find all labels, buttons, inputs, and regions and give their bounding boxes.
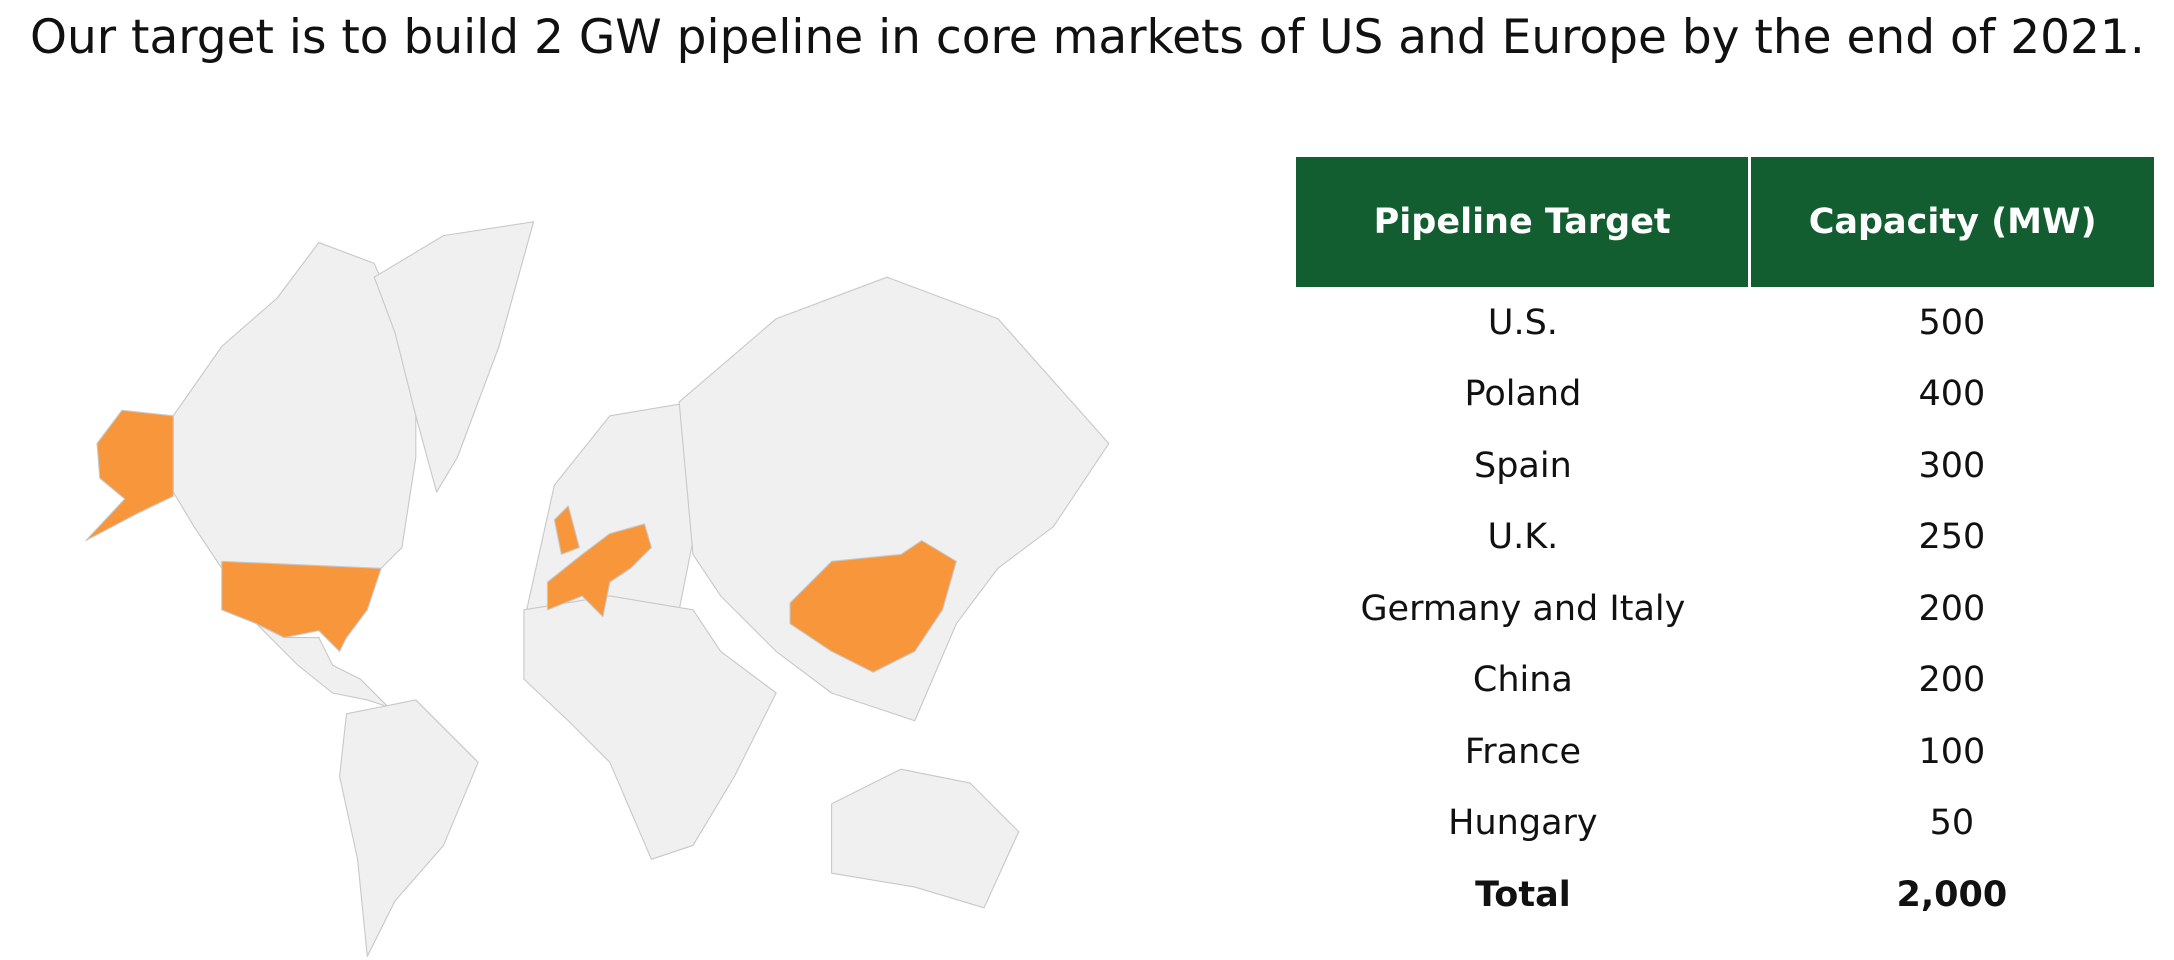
world-map: [85, 221, 1110, 957]
capacity-cell: 250: [1918, 517, 1986, 558]
market-cell: Germany and Italy: [1360, 588, 1686, 629]
table-row: China 200: [1296, 645, 2154, 717]
pipeline-table: Pipeline Target Capacity (MW) U.S. 500 Pola…: [1296, 157, 2154, 931]
central-america: [255, 623, 389, 708]
capacity-cell: 100: [1918, 731, 1986, 772]
table-row: Germany and Italy 200: [1296, 573, 2154, 645]
alaska: [85, 409, 174, 542]
capacity-cell: 500: [1918, 302, 1986, 343]
table-row: U.K. 250: [1296, 502, 2154, 574]
slide-title: Our target is to build 2 GW pipeline in …: [30, 10, 2145, 65]
table-row: U.S. 500: [1296, 287, 2154, 359]
africa: [523, 595, 777, 860]
column-header: Capacity (MW): [1748, 157, 2154, 287]
column-header: Pipeline Target: [1296, 157, 1750, 287]
total-value: 2,000: [1896, 874, 2008, 915]
capacity-cell: 400: [1918, 374, 1986, 415]
market-cell: Poland: [1464, 374, 1582, 415]
market-cell: U.S.: [1487, 302, 1558, 343]
market-cell: China: [1472, 660, 1573, 701]
capacity-cell: 300: [1918, 445, 1986, 486]
market-cell: Spain: [1474, 445, 1572, 486]
table-header: Pipeline Target Capacity (MW): [1296, 157, 2154, 287]
market-cell: France: [1464, 731, 1582, 772]
south-america: [339, 699, 479, 957]
table-row: Spain 300: [1296, 430, 2154, 502]
capacity-cell: 200: [1918, 660, 1986, 701]
united-states: [221, 560, 382, 652]
australia: [831, 768, 1020, 909]
europe-markets: [546, 523, 652, 618]
capacity-cell: 200: [1918, 588, 1986, 629]
total-label: Total: [1475, 874, 1571, 915]
united-kingdom: [553, 505, 580, 555]
market-cell: U.K.: [1487, 517, 1559, 558]
greenland: [373, 221, 535, 493]
north-america: [172, 241, 417, 569]
capacity-cell: 50: [1929, 803, 1975, 844]
total-row: Total 2,000: [1296, 859, 2154, 931]
china: [789, 539, 957, 673]
market-cell: Hungary: [1448, 803, 1598, 844]
table-row: Poland 400: [1296, 359, 2154, 431]
asia: [678, 276, 1110, 722]
table-row: Hungary 50: [1296, 788, 2154, 860]
table-row: France 100: [1296, 716, 2154, 788]
